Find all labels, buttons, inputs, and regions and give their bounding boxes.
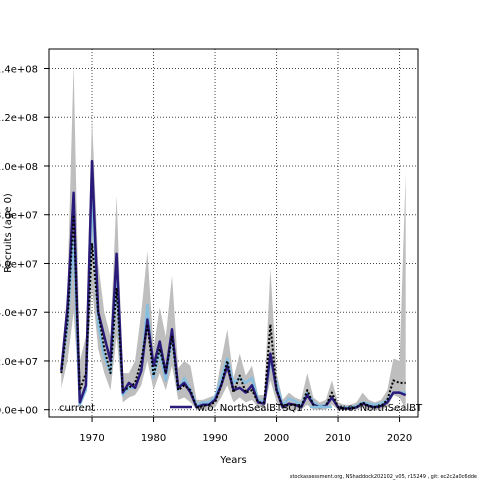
confidence-band-area [61,63,406,410]
series-line-1 [60,213,406,410]
footer-note: stockassessment.org, NShaddock202102_v05… [289,474,477,480]
x-tick-label: 1990 [202,433,227,444]
legend-label: current [59,403,95,414]
y-tick-label: 4.0e+07 [0,308,38,319]
x-tick-label: 1980 [141,433,166,444]
series-lines [60,159,407,410]
x-axis-ticks: 1970 1980 1990 2000 2010 2020 [79,417,412,444]
legend-label: w.o. NorthSealBT [337,403,423,414]
x-tick-label: 2000 [264,433,289,444]
y-tick-label: 0.0e+00 [0,406,38,417]
y-tick-label: 1.2e+08 [0,113,38,124]
confidence-band [61,63,406,410]
x-tick-label: 1970 [79,433,104,444]
y-tick-label: 6.0e+07 [0,259,38,270]
legend: current w.o. NorthSealBTSQ1 w.o. NorthSeal… [59,403,423,414]
x-tick-label: 2010 [325,433,350,444]
plot-frame [48,48,419,418]
x-tick-label: 2020 [387,433,412,444]
x-axis-label: Years [219,455,246,466]
y-tick-label: 1.4e+08 [0,64,38,75]
y-axis-label: Recruits (age 0) [3,193,14,273]
y-tick-label: 1.0e+08 [0,162,38,173]
y-tick-label: 2.0e+07 [0,357,38,368]
y-tick-label: 8.0e+07 [0,211,38,222]
legend-label: w.o. NorthSealBTSQ1 [197,403,303,414]
y-axis-ticks: 0.0e+00 2.0e+07 4.0e+07 6.0e+07 8.0e+07 1.0e+… [0,64,49,417]
